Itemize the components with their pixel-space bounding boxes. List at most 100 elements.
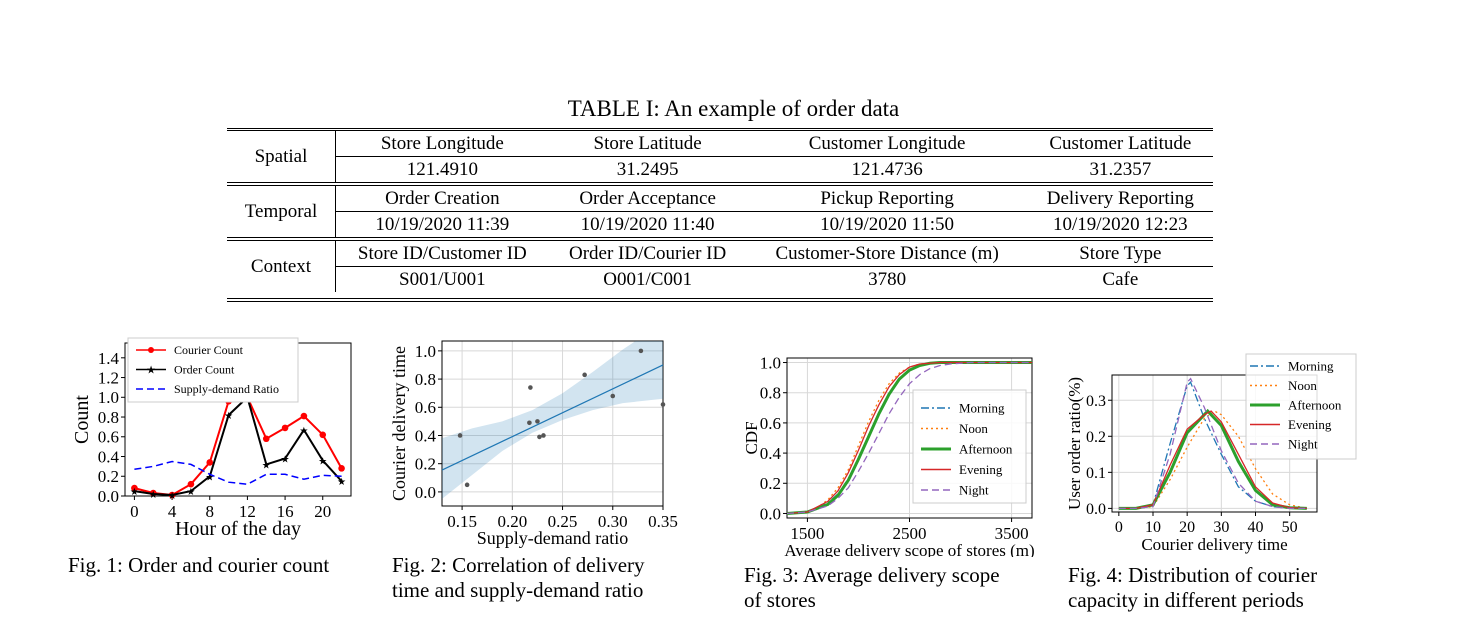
data-point — [281, 424, 289, 432]
y-axis-label: Count — [71, 395, 93, 444]
figure-3-caption-line-1: Fig. 3: Average delivery scope — [744, 563, 1000, 587]
data-point — [300, 412, 308, 420]
table-top-rule — [227, 128, 1213, 129]
table-row: Context Store ID/Customer ID Order ID/Co… — [227, 238, 1213, 292]
figure-3-caption: Fig. 3: Average delivery scope of stores — [744, 563, 1000, 613]
figure-1-chart: 0 4 8 12 16 20 0.00.20.40.60.81.01.21.4 Hour of… — [71, 337, 352, 540]
data-point — [187, 480, 195, 488]
legend-label: Noon — [959, 421, 988, 436]
series-line-noon — [1118, 410, 1307, 510]
data-point: ★ — [205, 472, 214, 483]
regression-line — [441, 364, 664, 471]
data-point — [319, 431, 327, 439]
x-tick-label: 20 — [1179, 519, 1195, 536]
row-category-context: Context — [227, 238, 336, 292]
row-category-temporal: Temporal — [227, 183, 336, 239]
table-value-cell: 3780 — [746, 266, 1028, 292]
scatter-point — [527, 420, 532, 426]
table-value-cell: 31.2495 — [548, 156, 747, 184]
legend-label: Order Count — [174, 363, 235, 377]
table-header-cell: Pickup Reporting — [746, 183, 1028, 212]
data-point: ★ — [224, 411, 233, 422]
y-tick-label: 0.6 — [760, 414, 781, 433]
series-line-noon — [786, 361, 1032, 515]
legend-marker — [148, 347, 154, 353]
table-value-cell: 31.2357 — [1027, 156, 1213, 184]
series-line-night — [786, 361, 1032, 515]
figure-2-caption: Fig. 2: Correlation of delivery time and… — [392, 553, 645, 603]
x-tick-label: 20 — [314, 502, 331, 521]
x-tick-label: 1500 — [790, 524, 824, 543]
data-point: ★ — [281, 454, 290, 465]
figure-3-caption-line-2: of stores — [744, 588, 816, 612]
table-value-cell: 10/19/2020 11:40 — [548, 211, 747, 239]
y-tick-label: 0.6 — [98, 428, 119, 447]
table-value-cell: 10/19/2020 12:23 — [1027, 211, 1213, 239]
x-tick-label: 40 — [1248, 519, 1264, 536]
scatter-point — [537, 434, 542, 440]
x-tick-label: 2500 — [893, 524, 927, 543]
y-tick-label: 0.8 — [760, 384, 781, 403]
series-line-courier-count — [134, 396, 343, 497]
table-row: S001/U001 O001/C001 3780 Cafe — [227, 266, 1213, 292]
table-row: Spatial Store Longitude Store Latitude C… — [227, 130, 1213, 184]
table-caption: TABLE I: An example of order data — [567, 96, 900, 121]
y-tick-label: 0.8 — [415, 370, 436, 389]
x-axis-label: Hour of the day — [175, 518, 301, 540]
figure-4-caption-line-2: capacity in different periods — [1068, 588, 1304, 612]
legend-label: Night — [959, 483, 989, 498]
x-tick-label: 8 — [206, 502, 215, 521]
x-tick-label: 0 — [130, 502, 139, 521]
figure-2-chart: 0.15 0.20 0.25 0.30 0.35 0.0 0.2 0.4 0.6 0.8 1.0 Su… — [389, 340, 678, 548]
figure-1-caption: Fig. 1: Order and courier count — [68, 553, 330, 577]
data-point — [262, 435, 270, 443]
data-point: ★ — [130, 487, 139, 498]
y-tick-label: 0.1 — [1086, 465, 1106, 482]
figure-4-caption: Fig. 4: Distribution of courier capacity… — [1068, 563, 1317, 613]
row-category-spatial: Spatial — [227, 130, 336, 184]
table-value-cell: 10/19/2020 11:50 — [746, 211, 1028, 239]
data-point: ★ — [318, 456, 327, 467]
x-tick-label: 0 — [1115, 519, 1123, 536]
data-point: ★ — [149, 490, 158, 501]
table-header-cell: Order ID/Courier ID — [548, 238, 747, 267]
table-bottom-rule-2 — [227, 298, 1213, 299]
y-tick-label: 1.0 — [98, 388, 119, 407]
table-header-cell: Store Type — [1027, 238, 1213, 267]
series-line-evening — [786, 361, 1032, 515]
table-value-cell: 10/19/2020 11:39 — [335, 211, 549, 239]
x-tick-label: 0.15 — [447, 512, 477, 531]
x-tick-label: 4 — [168, 502, 177, 521]
data-point — [131, 484, 138, 492]
legend-label: Night — [1288, 437, 1318, 452]
data-point: ★ — [262, 460, 271, 471]
scatter-point — [660, 402, 666, 407]
figure-2-caption-line-2: time and supply-demand ratio — [392, 578, 644, 602]
y-tick-label: 0.2 — [98, 467, 119, 486]
table-header-cell: Store Latitude — [548, 130, 747, 157]
data-point: ★ — [337, 477, 346, 488]
y-tick-label: 0.3 — [1086, 393, 1106, 410]
data-point — [206, 459, 214, 466]
y-tick-label: 1.2 — [98, 368, 119, 387]
table-value-cell: Cafe — [1027, 266, 1213, 292]
data-point: ★ — [299, 426, 308, 437]
x-tick-label: 0.20 — [497, 512, 527, 531]
x-tick-label: 50 — [1282, 519, 1298, 536]
table-row: 10/19/2020 11:39 10/19/2020 11:40 10/19/… — [227, 211, 1213, 239]
table-value-cell: 121.4910 — [335, 156, 549, 184]
legend-marker: ★ — [146, 365, 156, 377]
y-tick-label: 1.0 — [415, 342, 436, 361]
y-tick-label: 1.0 — [760, 353, 781, 372]
y-axis-label: User order ratio(%) — [1065, 377, 1084, 510]
table-row: 121.4910 31.2495 121.4736 31.2357 — [227, 156, 1213, 184]
order-data-table: Spatial Store Longitude Store Latitude C… — [227, 130, 1213, 292]
table-header-cell: Order Creation — [335, 183, 549, 212]
y-axis-label: CDF — [742, 421, 761, 454]
table-header-cell: Customer Latitude — [1027, 130, 1213, 157]
table-row: Temporal Order Creation Order Acceptance… — [227, 183, 1213, 239]
table-header-cell: Order Acceptance — [548, 183, 747, 212]
legend-label: Courier Count — [174, 343, 244, 357]
figure-3-chart: 1500 2500 3500 0.0 0.2 0.4 0.6 0.8 1.0 Average de… — [742, 353, 1035, 557]
scatter-point — [541, 433, 546, 438]
